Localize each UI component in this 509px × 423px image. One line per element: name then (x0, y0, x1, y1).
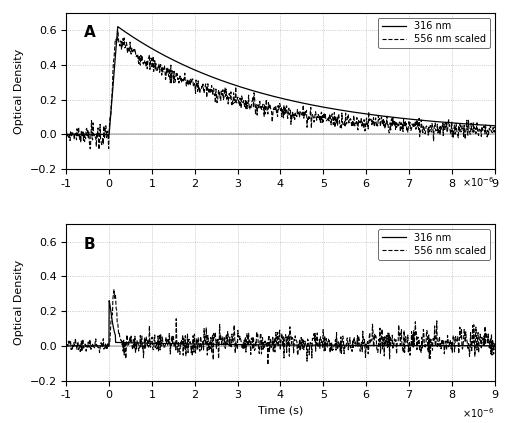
556 nm scaled (324, 344, 330, 349)
316 nm (400, 116, 406, 121)
556 nm scaled (90, 137, 96, 143)
316 nm (260, 91, 266, 96)
316 nm (115, 24, 121, 29)
316 nm (478, 343, 485, 348)
Y-axis label: Optical Density: Optical Density (14, 260, 24, 345)
Text: A: A (83, 25, 95, 40)
556 nm scaled (388, 124, 394, 129)
Line: 556 nm scaled: 556 nm scaled (66, 289, 494, 365)
556 nm scaled (336, 125, 343, 130)
556 nm scaled (63, 346, 69, 351)
Line: 556 nm scaled: 556 nm scaled (66, 31, 494, 149)
X-axis label: Time (s): Time (s) (258, 406, 302, 416)
556 nm scaled (313, 335, 319, 341)
316 nm (400, 343, 406, 348)
316 nm (271, 94, 277, 99)
556 nm scaled (432, 128, 438, 133)
316 nm (63, 343, 69, 349)
316 nm (478, 123, 485, 128)
Y-axis label: Optical Density: Optical Density (14, 48, 24, 134)
556 nm scaled (63, 126, 69, 131)
Legend: 316 nm, 556 nm scaled: 316 nm, 556 nm scaled (377, 17, 489, 48)
556 nm scaled (90, 341, 96, 346)
Line: 316 nm: 316 nm (66, 27, 494, 135)
316 nm (63, 132, 69, 137)
Text: $\times 10^{-6}$: $\times 10^{-6}$ (462, 406, 494, 420)
Text: B: B (83, 236, 95, 252)
316 nm (491, 123, 497, 128)
556 nm scaled (264, 362, 270, 367)
Legend: 316 nm, 556 nm scaled: 316 nm, 556 nm scaled (377, 229, 489, 260)
556 nm scaled (313, 113, 319, 118)
556 nm scaled (96, 147, 102, 152)
556 nm scaled (336, 350, 343, 355)
556 nm scaled (324, 116, 330, 121)
Text: $\times 10^{-6}$: $\times 10^{-6}$ (462, 176, 494, 190)
556 nm scaled (111, 287, 117, 292)
316 nm (478, 343, 485, 348)
316 nm (106, 298, 112, 303)
316 nm (85, 132, 91, 137)
556 nm scaled (491, 347, 497, 352)
556 nm scaled (388, 332, 394, 338)
556 nm scaled (115, 28, 121, 33)
556 nm scaled (491, 124, 497, 129)
556 nm scaled (432, 330, 438, 335)
316 nm (85, 343, 91, 349)
316 nm (491, 343, 497, 348)
316 nm (271, 342, 277, 347)
316 nm (260, 342, 266, 347)
316 nm (478, 123, 485, 128)
Line: 316 nm: 316 nm (66, 301, 494, 346)
